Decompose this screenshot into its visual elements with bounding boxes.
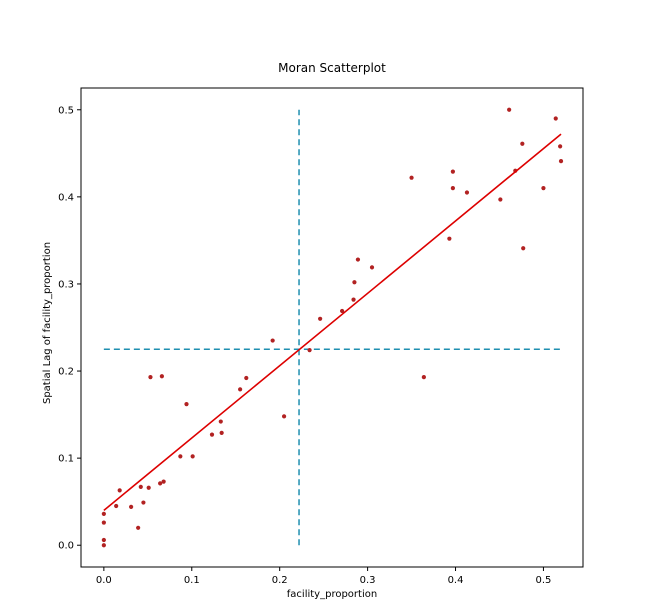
data-point: [101, 520, 106, 525]
x-tick-label: 0.1: [184, 575, 200, 586]
data-point: [307, 348, 312, 353]
y-tick-label: 0.1: [58, 454, 74, 465]
x-tick-label: 0.3: [360, 575, 376, 586]
data-point: [421, 375, 426, 380]
y-axis: 0.0 0.1 0.2 0.3 0.4 0.5: [58, 105, 81, 552]
data-point: [558, 159, 564, 164]
data-point: [114, 503, 119, 509]
y-axis-label: Spatial Lag of facility_proportion: [42, 242, 53, 404]
y-tick-label: 0.4: [58, 192, 74, 203]
data-point: [541, 186, 546, 191]
data-point: [553, 116, 558, 121]
data-point: [218, 419, 223, 424]
data-point: [244, 375, 249, 381]
data-point: [190, 454, 195, 459]
regression-line: [103, 133, 562, 512]
y-tick-label: 0.0: [58, 541, 74, 552]
data-point: [161, 479, 166, 484]
data-point: [281, 414, 287, 419]
data-point: [101, 537, 106, 543]
data-point: [558, 144, 563, 149]
data-point: [447, 236, 452, 241]
data-point: [158, 481, 163, 486]
data-point: [521, 246, 526, 251]
data-point: [146, 485, 151, 490]
data-point: [141, 500, 146, 505]
y-tick-label: 0.2: [58, 367, 74, 378]
data-point: [318, 316, 323, 321]
data-point: [136, 525, 141, 530]
data-point: [450, 169, 455, 174]
data-point: [507, 107, 512, 112]
data-point: [352, 280, 357, 285]
data-point: [520, 141, 525, 146]
data-point: [219, 430, 224, 435]
x-tick-label: 0.2: [272, 575, 288, 586]
x-axis-label: facility_proportion: [287, 589, 377, 600]
x-tick-label: 0.5: [535, 575, 551, 586]
data-point: [101, 511, 106, 516]
data-point: [138, 484, 143, 489]
x-axis: 0.0 0.1 0.2 0.3 0.4 0.5: [96, 567, 551, 586]
data-point: [351, 297, 356, 302]
scatter-points: [101, 107, 564, 548]
data-point: [498, 197, 503, 202]
y-tick-label: 0.3: [58, 279, 74, 290]
data-point: [355, 257, 361, 262]
chart-title: Moran Scatterplot: [278, 61, 386, 75]
data-point: [209, 432, 215, 437]
data-point: [101, 543, 106, 548]
data-point: [450, 186, 455, 191]
x-tick-label: 0.0: [96, 575, 112, 586]
data-point: [129, 504, 134, 510]
data-point: [117, 488, 122, 493]
x-tick-label: 0.4: [448, 575, 464, 586]
data-point: [369, 265, 375, 270]
data-point: [409, 175, 414, 180]
data-point: [159, 374, 164, 379]
y-tick-label: 0.5: [58, 105, 74, 116]
data-point: [238, 387, 243, 392]
data-point: [464, 190, 470, 195]
data-point: [148, 375, 153, 380]
plot-frame: [80, 87, 584, 568]
data-point: [184, 402, 189, 407]
data-point: [340, 308, 345, 314]
data-point: [270, 338, 275, 343]
data-point: [178, 454, 183, 459]
